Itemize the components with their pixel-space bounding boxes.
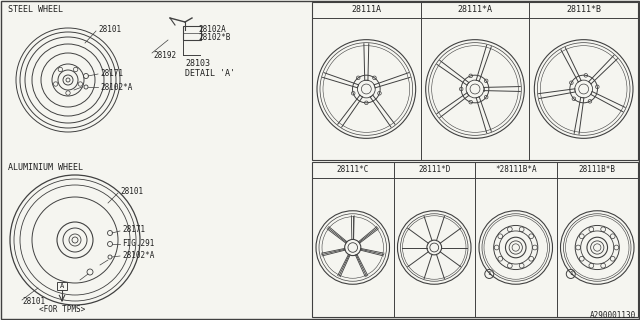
Text: DETAIL 'A': DETAIL 'A' — [185, 68, 235, 77]
Text: 28171: 28171 — [100, 69, 123, 78]
Text: 28111*D: 28111*D — [418, 165, 451, 174]
Text: 28111*B: 28111*B — [566, 5, 601, 14]
Text: 28101: 28101 — [120, 188, 143, 196]
Text: 28101: 28101 — [22, 298, 45, 307]
Text: 28101: 28101 — [98, 26, 121, 35]
Text: 28102*B: 28102*B — [198, 33, 230, 42]
Text: 28111*C: 28111*C — [337, 165, 369, 174]
Text: <FOR TPMS>: <FOR TPMS> — [39, 306, 85, 315]
Text: 28102A: 28102A — [198, 26, 226, 35]
Text: *28111B*A: *28111B*A — [495, 165, 536, 174]
Text: A290001130: A290001130 — [589, 311, 636, 320]
Text: 28111*A: 28111*A — [458, 5, 493, 14]
Bar — [57, 282, 67, 290]
Bar — [312, 2, 638, 160]
Bar — [312, 162, 638, 317]
Text: 1: 1 — [488, 271, 491, 276]
Text: A: A — [60, 283, 64, 289]
Bar — [183, 26, 201, 40]
Text: 28102*A: 28102*A — [122, 252, 154, 260]
Text: 28102*A: 28102*A — [100, 83, 132, 92]
Text: 28111A: 28111A — [351, 5, 381, 14]
Text: 28171: 28171 — [122, 226, 145, 235]
Text: STEEL WHEEL: STEEL WHEEL — [8, 5, 63, 14]
Text: 28103: 28103 — [185, 60, 210, 68]
Text: FIG.291: FIG.291 — [122, 239, 154, 249]
Text: ALUMINIUM WHEEL: ALUMINIUM WHEEL — [8, 164, 83, 172]
Text: 28111B*B: 28111B*B — [579, 165, 616, 174]
Text: 1: 1 — [569, 271, 573, 276]
Text: 28192: 28192 — [153, 51, 176, 60]
